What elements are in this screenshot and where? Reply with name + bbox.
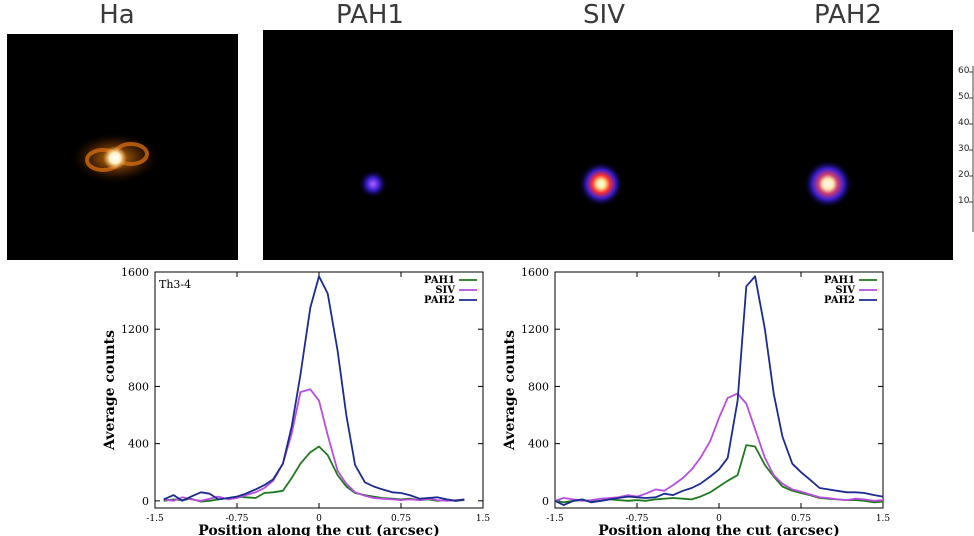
image-title-pah2: PAH2 (814, 0, 882, 30)
colorbar-tick: 20 (958, 170, 970, 180)
x-axis-label: Position along the cut (arcsec) (198, 523, 439, 536)
x-tick-label: -0.75 (625, 514, 648, 524)
image-title-ha: Ha (99, 0, 135, 30)
colorbar-tick: 50 (958, 92, 970, 102)
colorbar-tick: 40 (958, 118, 970, 128)
y-tick-label: 0 (142, 495, 149, 508)
y-tick-label: 1200 (521, 323, 549, 336)
image-title-siv: SIV (583, 0, 625, 30)
y-tick-label: 1600 (521, 266, 549, 279)
plot-frame (554, 271, 884, 509)
y-tick-label: 1200 (121, 323, 149, 336)
x-tick-label: 1.5 (476, 514, 491, 524)
x-tick-label: 0.75 (791, 514, 811, 524)
plot-frame (154, 271, 484, 509)
ha-image (7, 34, 238, 260)
legend-label: SIV (435, 285, 455, 296)
y-tick-label: 1600 (121, 266, 149, 279)
x-tick-label: -0.75 (225, 514, 248, 524)
colorbar-tick: 10 (958, 196, 970, 206)
x-tick-label: 0 (316, 514, 322, 524)
series-line-pah2 (554, 275, 884, 507)
y-tick-label: 0 (542, 495, 549, 508)
series-line-siv (163, 388, 465, 502)
profile-chart-right: 0 400 800 1200 1600 -1.5 -0.75 0 0.75 1.5 Position… (502, 266, 891, 536)
object-label: Th3-4 (159, 278, 191, 291)
mid-ir-image-strip (263, 30, 953, 260)
y-tick-label: 400 (528, 438, 549, 451)
profile-chart-left: 0 400 800 1200 1600 -1.5 -0.75 0 0.75 1.5 Position… (102, 266, 491, 536)
y-tick-label: 800 (528, 380, 549, 393)
x-tick-label: 1.5 (876, 514, 891, 524)
legend-label: SIV (835, 285, 855, 296)
legend-label: PAH2 (824, 295, 855, 306)
colorbar-axis (969, 66, 974, 232)
x-tick-label: 0 (716, 514, 722, 524)
series-line-pah2 (163, 275, 465, 502)
y-axis-label: Average counts (502, 330, 518, 451)
image-title-pah1: PAH1 (336, 0, 404, 30)
legend-label: PAH2 (424, 295, 455, 306)
y-axis-label: Average counts (102, 330, 118, 451)
series-line-pah1 (554, 444, 884, 504)
x-tick-label: 0.75 (391, 514, 411, 524)
x-tick-label: -1.5 (146, 514, 164, 524)
x-tick-label: -1.5 (546, 514, 564, 524)
legend-label: PAH1 (424, 275, 455, 286)
series-line-siv (554, 392, 884, 502)
y-tick-label: 800 (128, 380, 149, 393)
legend-label: PAH1 (824, 275, 855, 286)
colorbar-tick: 30 (958, 144, 970, 154)
x-axis-label: Position along the cut (arcsec) (598, 523, 839, 536)
y-tick-label: 400 (128, 438, 149, 451)
colorbar-tick: 60 (958, 66, 970, 76)
colorbar: 60 50 40 30 20 10 (958, 62, 974, 232)
